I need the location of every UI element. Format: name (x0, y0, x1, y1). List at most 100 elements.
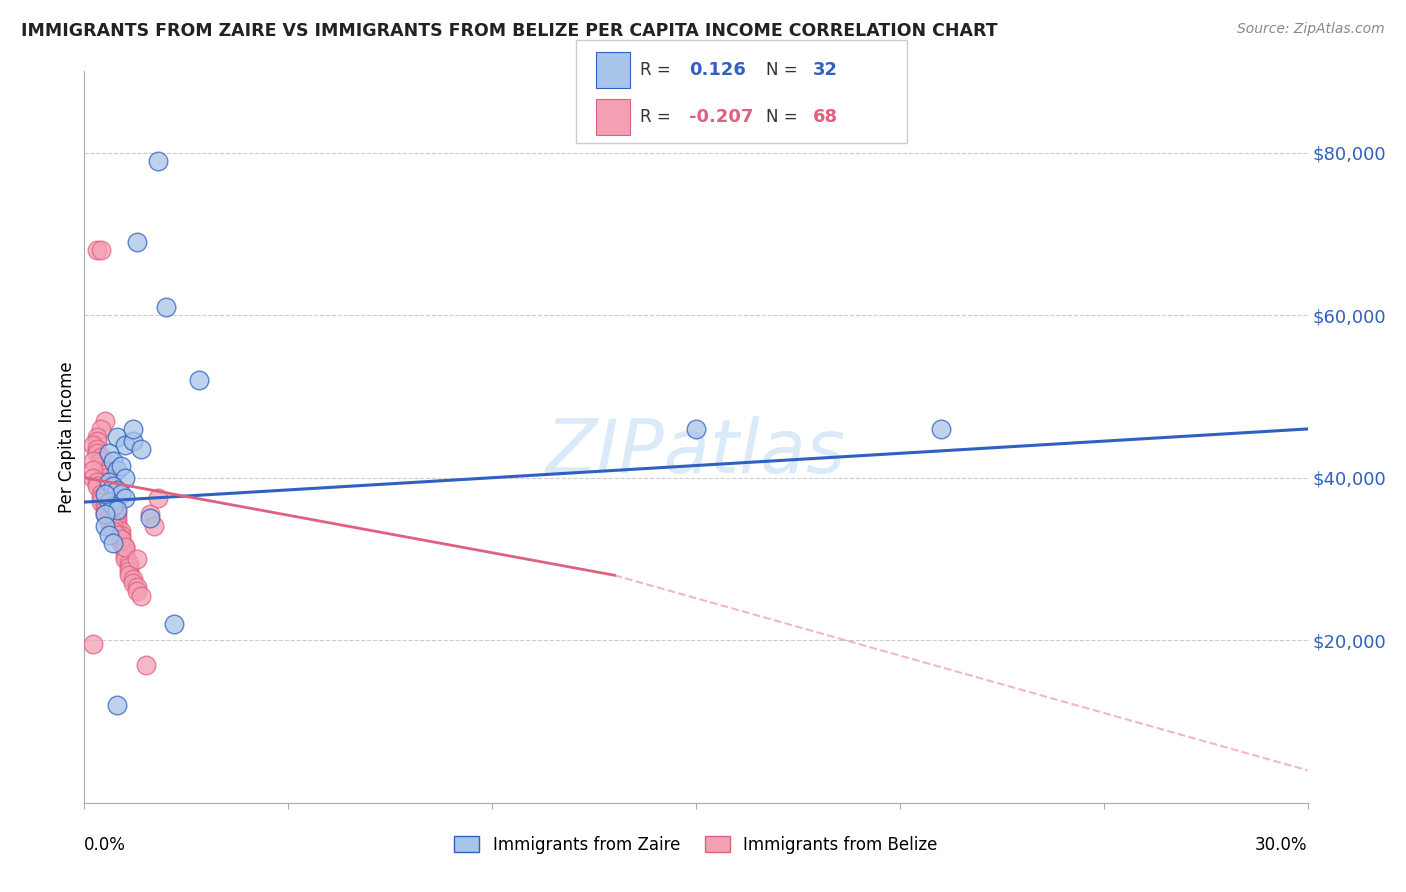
Y-axis label: Per Capita Income: Per Capita Income (58, 361, 76, 513)
Point (101, 495, 124, 509)
Point (90, 450, 112, 465)
Text: 0.0%: 0.0% (84, 836, 127, 854)
Text: R =: R = (640, 108, 676, 126)
Point (86, 446, 108, 460)
Text: Source: ZipAtlas.com: Source: ZipAtlas.com (1237, 22, 1385, 37)
Point (114, 540, 136, 554)
Point (135, 657, 157, 672)
Point (101, 499, 124, 513)
Point (90, 422, 112, 436)
Point (105, 508, 128, 522)
Point (101, 454, 124, 468)
Point (86, 442, 108, 457)
Text: 0.126: 0.126 (689, 61, 745, 78)
Point (93, 499, 115, 513)
Point (110, 524, 132, 538)
Point (93, 487, 115, 501)
Point (97, 495, 120, 509)
Point (97, 446, 120, 460)
Point (142, 519, 165, 533)
Legend: Immigrants from Zaire, Immigrants from Belize: Immigrants from Zaire, Immigrants from B… (447, 829, 945, 860)
Point (105, 519, 128, 533)
Point (93, 475, 115, 489)
Point (114, 544, 136, 558)
Point (86, 243, 108, 257)
Point (82, 637, 104, 651)
Point (122, 434, 145, 449)
Point (93, 471, 115, 485)
Point (82, 462, 104, 476)
Point (163, 617, 186, 632)
Point (82, 438, 104, 452)
Text: N =: N = (766, 108, 803, 126)
Point (110, 487, 132, 501)
Point (127, 235, 149, 249)
Point (105, 503, 128, 517)
Point (90, 454, 112, 468)
Point (187, 373, 209, 387)
Point (114, 552, 136, 566)
Point (118, 568, 141, 582)
Point (93, 508, 115, 522)
Point (127, 584, 149, 599)
Point (93, 503, 115, 517)
Point (110, 458, 132, 473)
Text: -0.207: -0.207 (689, 108, 754, 126)
Point (146, 153, 169, 168)
Point (97, 475, 120, 489)
Point (93, 462, 115, 476)
Point (97, 527, 120, 541)
Point (82, 454, 104, 468)
Point (93, 519, 115, 533)
Point (86, 475, 108, 489)
Point (101, 491, 124, 505)
Point (122, 572, 145, 586)
Text: 30.0%: 30.0% (1256, 836, 1308, 854)
Point (114, 548, 136, 562)
Point (118, 564, 141, 578)
Point (93, 467, 115, 481)
Point (97, 511, 120, 525)
Point (86, 430, 108, 444)
Point (90, 491, 112, 505)
Point (122, 576, 145, 591)
Text: IMMIGRANTS FROM ZAIRE VS IMMIGRANTS FROM BELIZE PER CAPITA INCOME CORRELATION CH: IMMIGRANTS FROM ZAIRE VS IMMIGRANTS FROM… (21, 22, 998, 40)
Point (127, 581, 149, 595)
Point (86, 479, 108, 493)
Point (105, 511, 128, 525)
Point (97, 516, 120, 530)
Point (155, 300, 177, 314)
Point (90, 458, 112, 473)
Point (105, 527, 128, 541)
Point (105, 698, 128, 713)
Point (90, 243, 112, 257)
Point (127, 552, 149, 566)
Point (105, 483, 128, 497)
Text: ZIPatlas: ZIPatlas (546, 416, 846, 488)
Point (138, 511, 160, 525)
Point (114, 540, 136, 554)
Point (101, 535, 124, 549)
Point (122, 422, 145, 436)
Point (86, 434, 108, 449)
Point (93, 414, 115, 428)
Point (101, 499, 124, 513)
Text: 32: 32 (813, 61, 838, 78)
Point (110, 532, 132, 546)
Point (118, 556, 141, 570)
Point (101, 503, 124, 517)
Point (131, 589, 153, 603)
Point (138, 508, 160, 522)
Point (114, 471, 136, 485)
Point (114, 491, 136, 505)
Point (110, 535, 132, 549)
Point (90, 495, 112, 509)
Point (97, 487, 120, 501)
Point (105, 430, 128, 444)
Point (146, 491, 169, 505)
Point (105, 462, 128, 476)
Point (82, 471, 104, 485)
Point (101, 519, 124, 533)
Point (110, 532, 132, 546)
Point (114, 438, 136, 452)
